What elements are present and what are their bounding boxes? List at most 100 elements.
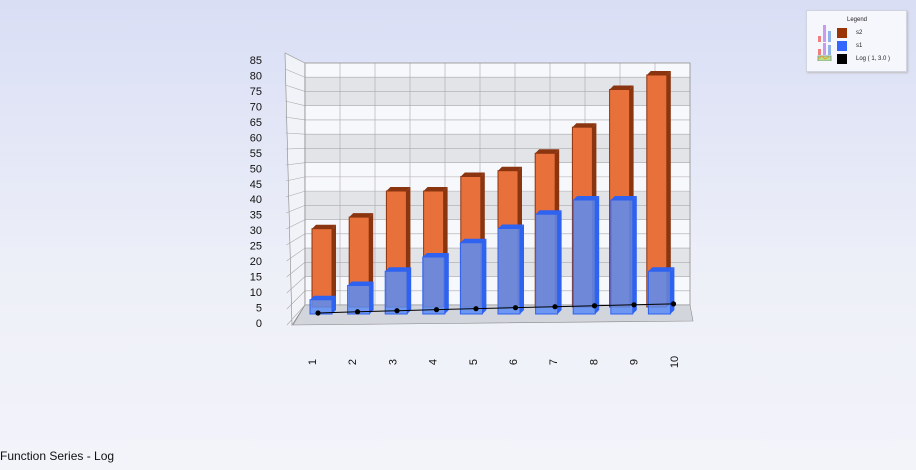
y-tick-label: 40 — [250, 194, 262, 206]
y-tick-label: 75 — [250, 86, 262, 98]
bar-side — [482, 238, 487, 314]
bar-side — [520, 224, 524, 314]
y-tick-label: 65 — [250, 117, 262, 129]
bar-s1 — [535, 210, 562, 315]
grid-line — [286, 304, 306, 326]
bar-top — [386, 187, 411, 191]
log-point — [354, 309, 361, 315]
grid-line — [285, 100, 306, 106]
bar-side — [332, 295, 336, 314]
back-wall-band — [305, 105, 690, 120]
y-tick-label: 0 — [256, 318, 262, 330]
grid-line — [286, 205, 306, 214]
grid-line — [286, 219, 306, 230]
grid-line — [285, 176, 306, 182]
grid-line — [284, 52, 306, 64]
x-tick-label: 8 — [588, 359, 600, 365]
bar-s1 — [647, 267, 675, 315]
legend-item-s2: s2 — [837, 28, 862, 38]
x-tick-label: 3 — [387, 359, 399, 365]
legend-label: s1 — [856, 43, 863, 49]
bar-side — [670, 267, 675, 314]
log-point — [473, 306, 479, 312]
bar-top — [573, 196, 600, 200]
bar-top — [422, 253, 449, 257]
x-tick-label: 4 — [428, 359, 440, 365]
grid-line — [285, 68, 306, 78]
legend-title: Legend — [847, 17, 868, 23]
bar-top — [460, 172, 485, 177]
bar-face — [647, 270, 671, 315]
bar-s2 — [646, 71, 671, 308]
bar-s1 — [347, 281, 374, 315]
left-wall — [284, 52, 306, 326]
y-tick-label: 20 — [250, 256, 262, 268]
bar-top — [609, 85, 634, 90]
legend-swatch — [837, 28, 847, 38]
grid-line — [285, 148, 306, 150]
bar-side — [407, 267, 412, 314]
bar-top — [535, 210, 562, 215]
grid-line — [286, 290, 306, 310]
bar-top — [347, 281, 374, 286]
bar-side — [595, 196, 600, 314]
grid-line — [286, 233, 306, 246]
grid-line — [285, 190, 306, 198]
grid-line — [286, 247, 306, 262]
y-tick-label: 35 — [250, 210, 262, 222]
y-tick-label: 10 — [250, 287, 262, 299]
legend-swatch — [837, 54, 847, 64]
log-point — [315, 310, 321, 316]
grid-line — [285, 116, 306, 121]
legend-item-s1: s1 — [837, 41, 862, 51]
bar-top — [423, 187, 448, 191]
log-point — [552, 304, 558, 310]
bar-top — [648, 267, 675, 272]
bar-s1 — [459, 238, 487, 315]
bar-top — [646, 71, 671, 75]
bar-s1 — [309, 295, 336, 315]
grid-line — [286, 276, 306, 294]
bar-side — [557, 210, 562, 314]
footer-title: Function Series - Log — [0, 449, 115, 463]
bar-top — [312, 224, 336, 229]
log-point — [631, 302, 637, 308]
y-tick-label: 5 — [256, 303, 262, 315]
bar-side — [369, 281, 374, 314]
y-tick-label: 50 — [250, 163, 262, 175]
bar-s1 — [497, 224, 524, 315]
bar-top — [610, 196, 637, 200]
bar-s1 — [572, 196, 600, 315]
bar-face — [535, 213, 559, 315]
bar-s1 — [384, 267, 412, 315]
grid-line — [285, 162, 306, 166]
bar-face — [572, 199, 596, 315]
x-tick-label: 5 — [468, 359, 480, 365]
log-point — [512, 305, 519, 311]
bar-top — [310, 295, 336, 300]
bar-face — [311, 228, 333, 308]
log-point — [433, 307, 440, 313]
bar-side — [632, 196, 637, 314]
bar-face — [384, 270, 408, 315]
y-tick-label: 30 — [250, 225, 262, 237]
x-tick-label: 10 — [669, 356, 681, 368]
x-tick-label: 2 — [347, 359, 359, 365]
back-wall-band — [305, 91, 690, 106]
bar-face — [309, 299, 333, 315]
legend: Legend s2 s1 Log ( 1, 3.0 ) — [806, 10, 907, 72]
log-point — [591, 303, 598, 309]
y-tick-label: 55 — [250, 148, 262, 160]
y-tick-label: 70 — [250, 101, 262, 113]
bar-top — [535, 149, 560, 154]
y-tick-label: 80 — [250, 70, 262, 82]
bar-top — [498, 166, 522, 171]
log-point — [670, 301, 677, 307]
log-point — [394, 308, 400, 314]
bar-side — [666, 71, 671, 307]
bar-side — [444, 253, 449, 314]
legend-label: Log ( 1, 3.0 ) — [856, 56, 891, 62]
x-tick-label: 9 — [629, 359, 641, 365]
legend-swatch — [837, 41, 847, 51]
